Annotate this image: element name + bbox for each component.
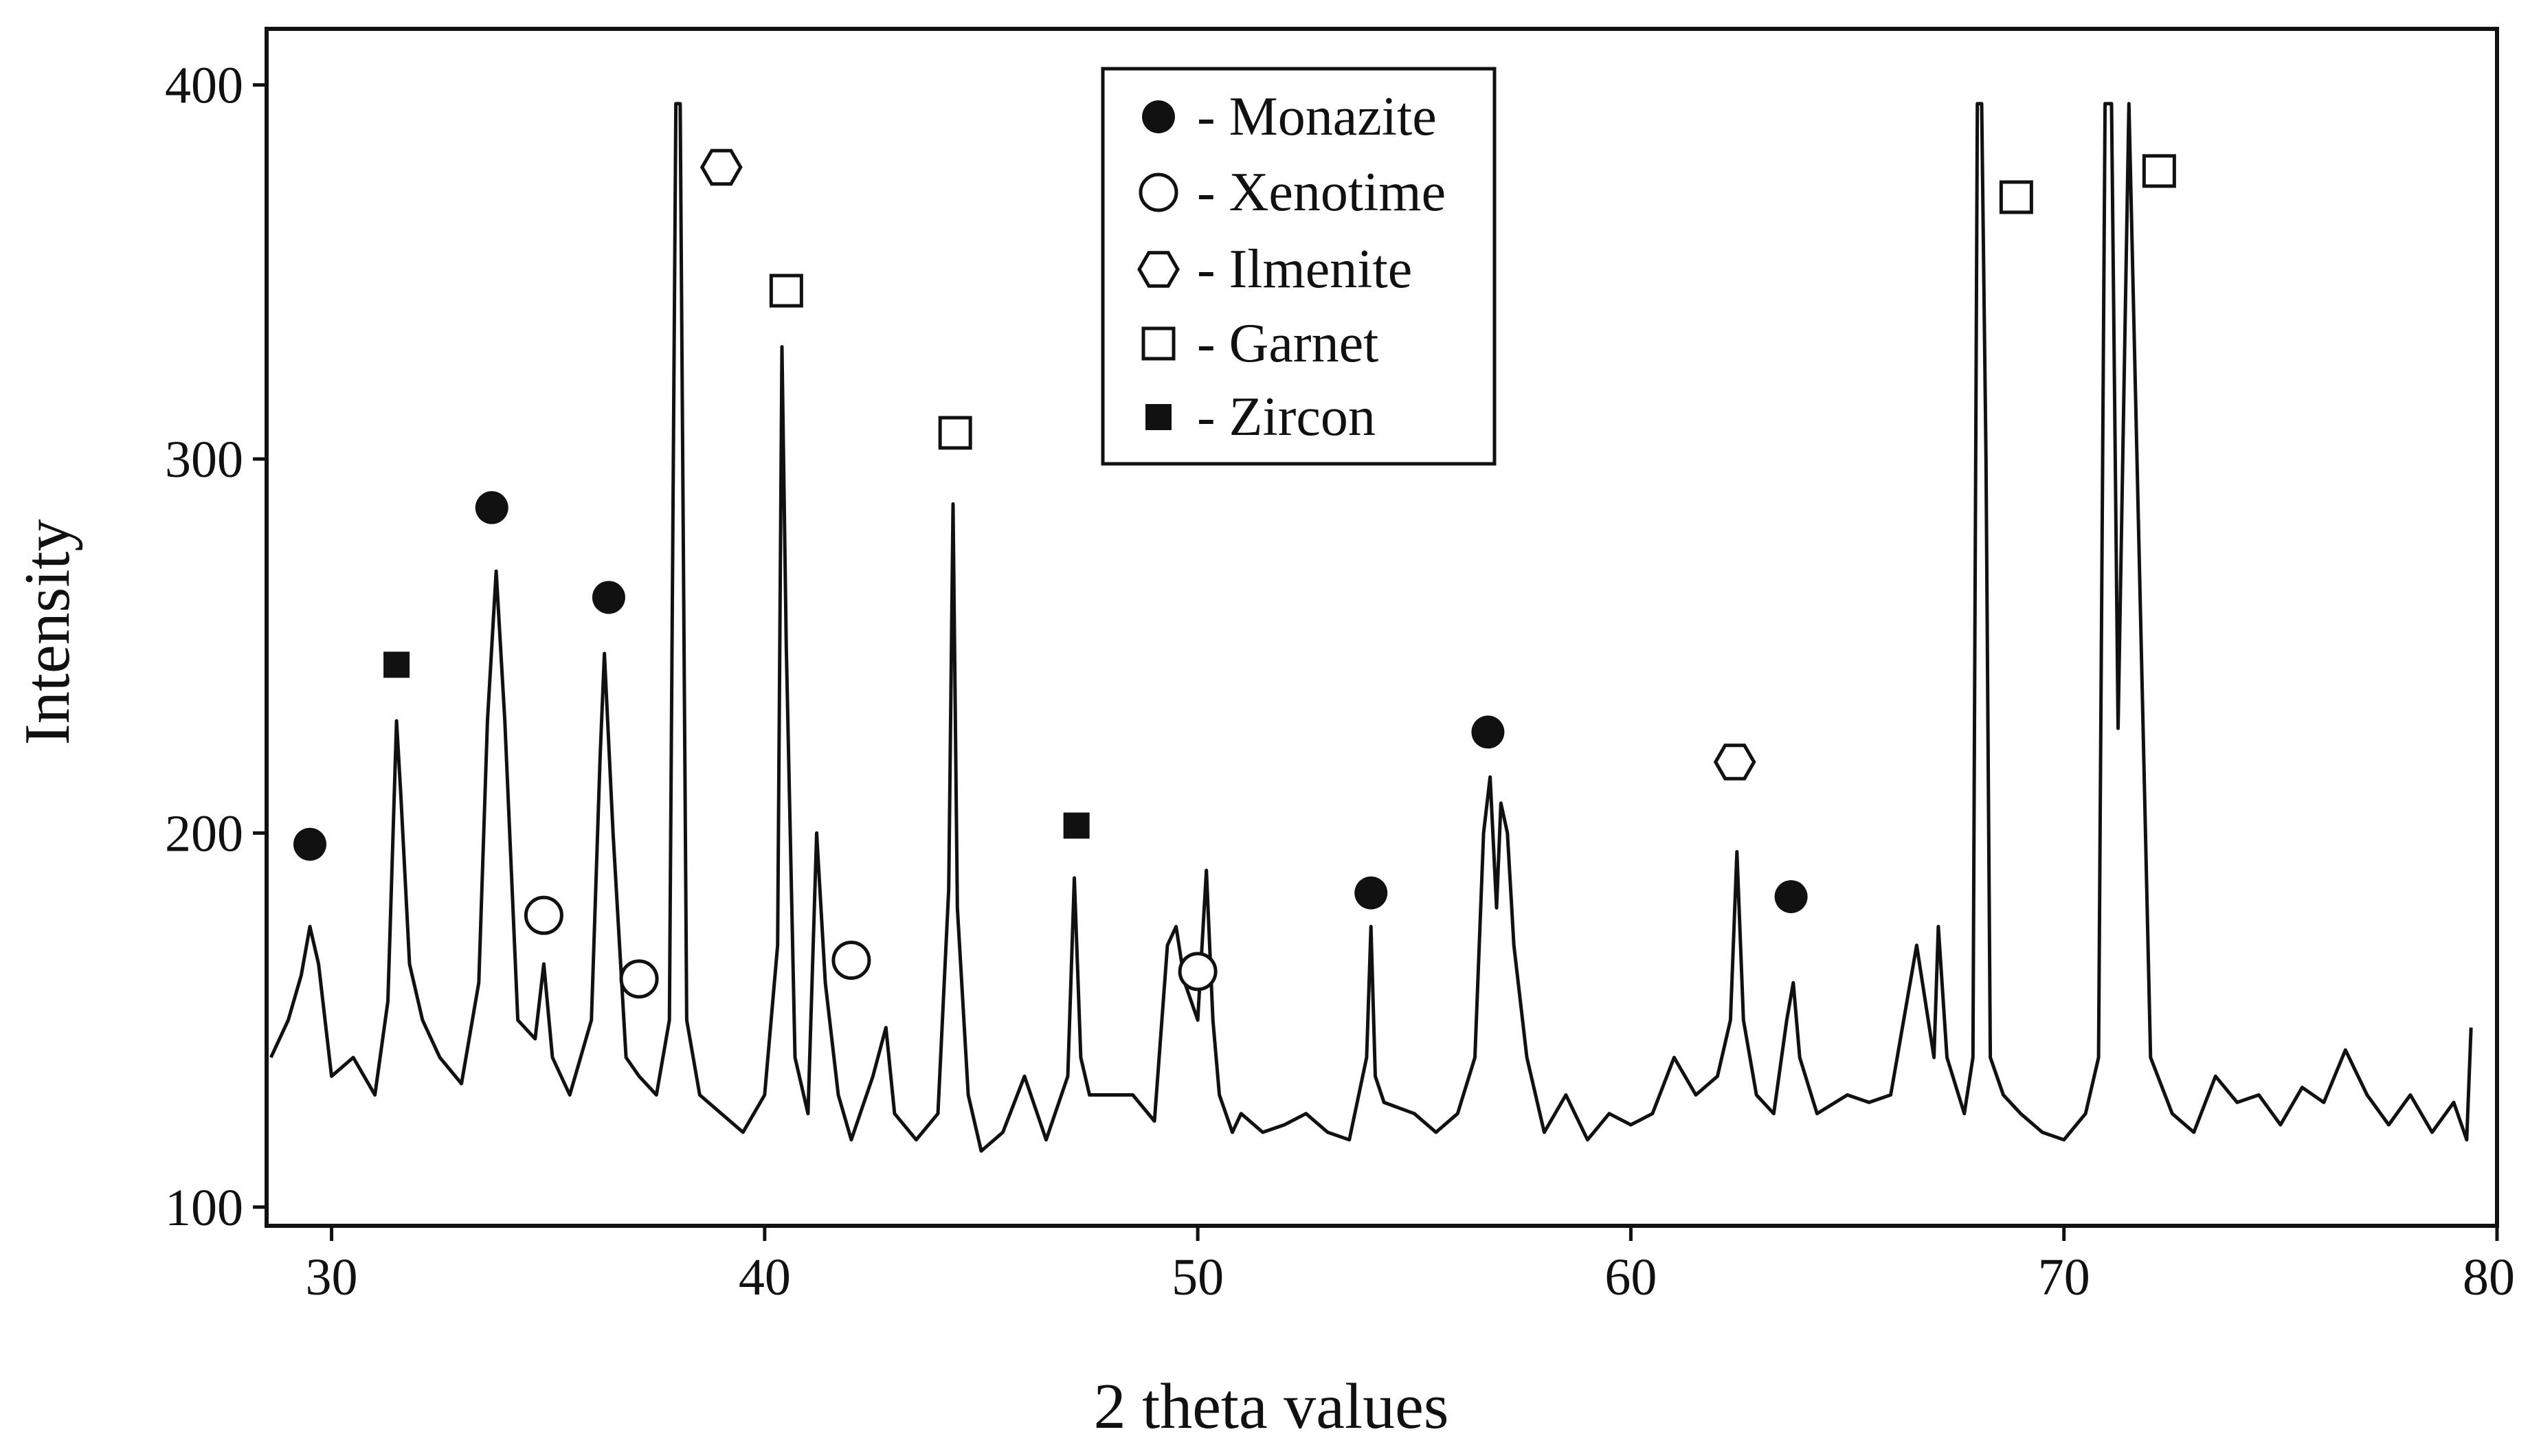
garnet-marker [1999,180,2033,214]
x-axis-title: 2 theta values [1094,1371,1449,1442]
y-axis: 100 200 300 400 [165,57,267,1237]
filled-square-legend-symbol [1145,404,1172,430]
x-tick-label: 60 [1604,1248,1657,1306]
zircon-marker [1063,812,1090,839]
xenotime-marker [831,940,871,980]
garnet-marker [938,416,972,450]
y-axis-title: Intensity [12,519,83,746]
xenotime-marker [619,959,659,999]
xenotime-marker [524,895,563,935]
x-tick-label: 70 [2038,1248,2090,1306]
garnet-marker [2142,154,2176,188]
monazite-marker [475,491,508,524]
ilmenite-marker [1713,743,1756,781]
monazite-marker [1354,876,1388,910]
plot-frame [265,27,2499,1228]
xrd-series-line [269,102,2473,1153]
legend-label: - Ilmenite [1197,239,1412,300]
zircon-marker [383,651,410,678]
x-tick-label: 30 [306,1248,358,1306]
y-tick-label: 300 [165,431,243,489]
ilmenite-marker [699,148,743,186]
legend-label: - Garnet [1197,313,1378,374]
legend-label: - Monazite [1197,87,1437,147]
x-axis: 30 40 50 60 70 80 [306,1226,2515,1306]
x-tick-label: 80 [2463,1248,2515,1306]
x-tick-label: 40 [739,1248,791,1306]
monazite-marker [1774,880,1808,913]
xenotime-marker [1178,952,1218,992]
monazite-marker [1471,715,1505,749]
garnet-marker [769,273,803,308]
legend: - Monazite - Xenotime - Ilmenite - Garnet - … [1101,67,1497,466]
monazite-marker [592,581,625,614]
y-tick-label: 100 [165,1179,243,1237]
open-circle-legend-symbol [1139,172,1178,212]
phase-markers [293,148,2176,999]
legend-label: - Xenotime [1197,162,1446,223]
hexagon-legend-symbol [1137,251,1180,288]
y-tick-label: 200 [165,805,243,862]
open-square-legend-symbol [1141,326,1176,361]
monazite-marker [293,827,327,861]
x-tick-label: 50 [1172,1248,1224,1306]
legend-label: - Zircon [1197,387,1376,447]
y-tick-label: 400 [165,57,243,115]
filled-circle-legend-symbol [1142,100,1175,133]
